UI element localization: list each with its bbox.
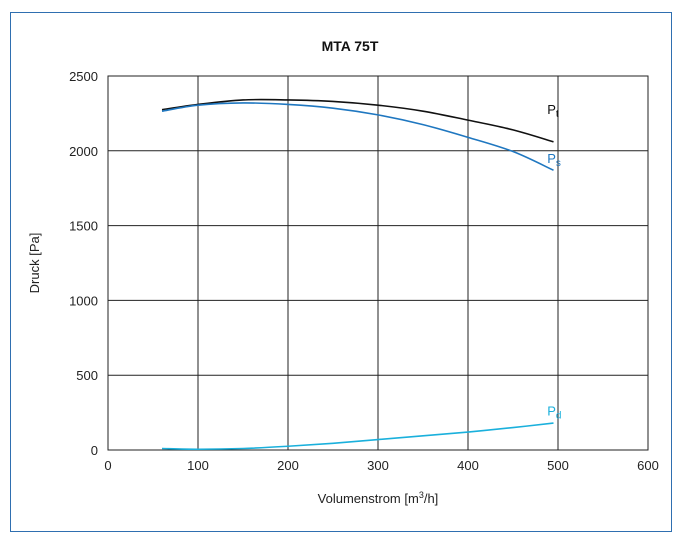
y-tick-label: 0: [91, 443, 98, 458]
x-tick-label: 0: [104, 458, 111, 473]
series-labels: Pt Ps Pd: [547, 102, 561, 421]
series-label-pt: Pt: [547, 102, 559, 120]
grid: [108, 76, 648, 450]
chart-title: MTA 75T: [322, 38, 379, 54]
x-axis-label: Volumenstrom [m3/h]: [318, 490, 439, 506]
chart-frame: MTA 75T 0 100 200 300 400 500 600 0 500 1000 1500…: [10, 12, 672, 532]
x-tick-label: 500: [547, 458, 569, 473]
x-tick-label: 600: [637, 458, 659, 473]
series-lines: [161, 98, 554, 451]
series-line-ps: [161, 102, 554, 171]
series-line-pt: [161, 98, 554, 143]
y-tick-label: 1500: [69, 219, 98, 234]
y-axis-label: Druck [Pa]: [27, 233, 42, 294]
x-tick-label: 200: [277, 458, 299, 473]
x-tick-label: 400: [457, 458, 479, 473]
chart: MTA 75T 0 100 200 300 400 500 600 0 500 1000 1500…: [27, 38, 659, 506]
x-axis-label-main: Volumenstrom [m: [318, 491, 419, 506]
y-tick-label: 500: [76, 368, 98, 383]
series-label-ps: Ps: [547, 151, 561, 169]
x-axis-label-unit: /h]: [424, 491, 438, 506]
y-tick-label: 2500: [69, 69, 98, 84]
y-tick-label: 2000: [69, 144, 98, 159]
y-tick-label: 1000: [69, 293, 98, 308]
x-tick-label: 300: [367, 458, 389, 473]
x-tick-labels: 0 100 200 300 400 500 600: [104, 458, 658, 473]
y-tick-labels: 0 500 1000 1500 2000 2500: [69, 69, 98, 458]
x-axis-label-sup: 3: [419, 490, 424, 500]
series-line-pd: [161, 422, 554, 451]
x-tick-label: 100: [187, 458, 209, 473]
plot-area-border: [107, 75, 649, 451]
series-label-pd: Pd: [547, 404, 561, 422]
